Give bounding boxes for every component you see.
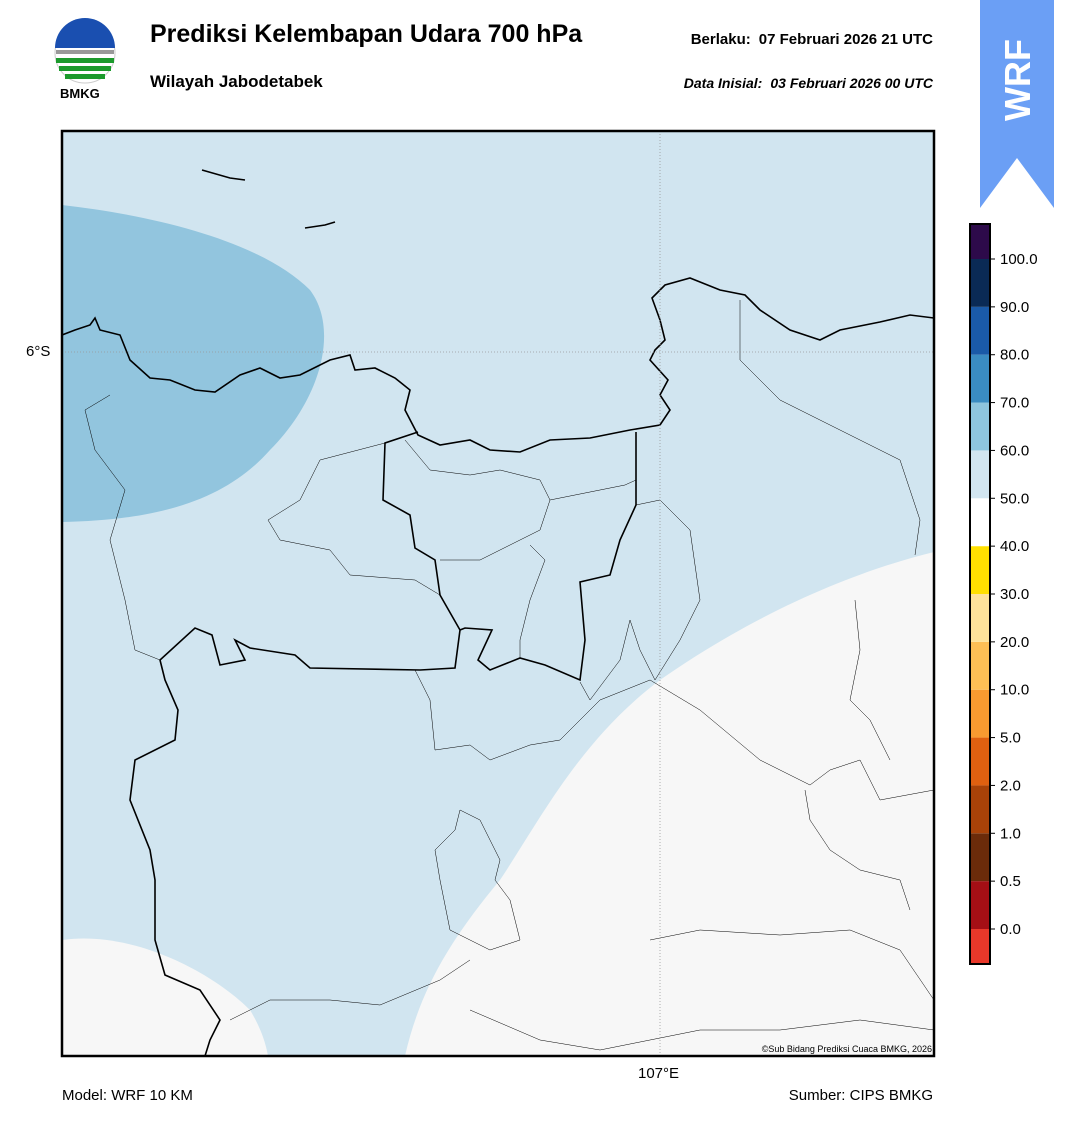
colorbar-segment [970,224,990,259]
title: Prediksi Kelembapan Udara 700 hPa [150,20,583,48]
colorbar-segment [970,737,990,786]
colorbar-label: 2.0 [1000,777,1021,794]
colorbar-segment [970,498,990,547]
colorbar-segment [970,306,990,355]
colorbar-label: 0.0 [1000,921,1021,938]
badge-text: WRF [997,39,1038,121]
colorbar-label: 1.0 [1000,825,1021,842]
credit: ©Sub Bidang Prediksi Cuaca BMKG, 2026 [762,1044,932,1054]
colorbar-label: 0.5 [1000,873,1021,890]
colorbar-segment [970,450,990,499]
init-label: Data Inisial: [683,75,763,91]
colorbar-label: 5.0 [1000,730,1021,747]
init-value: 03 Februari 2026 00 UTC [770,75,933,91]
lat-label: 6°S [26,343,51,360]
colorbar-label: 90.0 [1000,299,1029,316]
badge: WRF [980,0,1054,208]
colorbar-segment [970,546,990,594]
colorbar-segment [970,689,990,738]
colorbar-segment [970,594,990,642]
colorbar-label: 30.0 [1000,586,1029,603]
map: ©Sub Bidang Prediksi Cuaca BMKG, 2026 [60,129,936,1058]
init-time: Data Inisial: 03 Februari 2026 00 UTC [684,75,933,91]
colorbar-segment [970,881,990,929]
valid-value: 07 Februari 2026 21 UTC [758,31,933,48]
colorbar-label: 80.0 [1000,347,1029,364]
colorbar-segment [970,259,990,307]
source: Sumber: CIPS BMKG [788,1087,933,1104]
valid-time: Berlaku: 07 Februari 2026 21 UTC [691,31,933,48]
colorbar-label: 40.0 [1000,538,1029,555]
colorbar-label: 70.0 [1000,395,1029,412]
colorbar-segment [970,641,990,690]
colorbar-segment [970,833,990,882]
colorbar-label: 60.0 [1000,442,1029,459]
logo [54,18,116,84]
model: Model: WRF 10 KM [62,1087,193,1104]
colorbar-segment [970,354,990,403]
colorbar-label: 50.0 [1000,490,1029,507]
colorbar-segment [970,929,990,964]
colorbar-segment [970,402,990,451]
lon-label: 107°E [638,1065,680,1082]
colorbar-label: 20.0 [1000,634,1029,651]
subtitle: Wilayah Jabodetabek [150,72,323,91]
valid-label: Berlaku: [690,31,751,48]
colorbar: 0.0 0.5 1.0 2.0 5.0 10.0 20.0 30.0 40.0 50.0 60.0 7… [969,223,1038,965]
colorbar-segment [970,785,990,834]
colorbar-label: 100.0 [1000,251,1038,268]
logo-text: BMKG [60,86,100,101]
colorbar-label: 10.0 [1000,682,1029,699]
